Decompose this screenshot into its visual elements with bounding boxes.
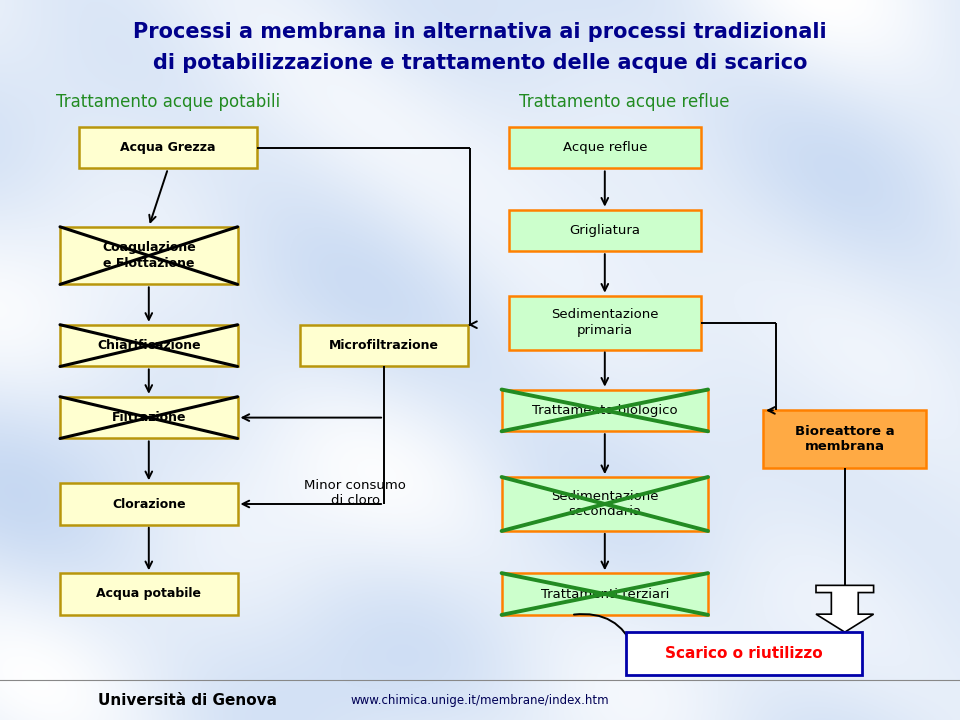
Text: Clorazione: Clorazione [112,498,185,510]
Text: Microfiltrazione: Microfiltrazione [329,339,439,352]
Text: di potabilizzazione e trattamento delle acque di scarico: di potabilizzazione e trattamento delle … [153,53,807,73]
Text: Acque reflue: Acque reflue [563,141,647,154]
FancyBboxPatch shape [501,390,708,431]
FancyBboxPatch shape [501,573,708,615]
Text: Scarico o riutilizzo: Scarico o riutilizzo [665,647,823,661]
Text: Università di Genova: Università di Genova [98,693,276,708]
FancyBboxPatch shape [627,632,862,675]
FancyBboxPatch shape [60,325,238,366]
Text: Sedimentazione
secondaria: Sedimentazione secondaria [551,490,659,518]
FancyBboxPatch shape [509,295,701,349]
FancyBboxPatch shape [509,210,701,251]
Text: Acqua potabile: Acqua potabile [96,588,202,600]
Text: Acqua Grezza: Acqua Grezza [120,141,216,154]
Text: Filtrazione: Filtrazione [111,411,186,424]
Text: Processi a membrana in alternativa ai processi tradizionali: Processi a membrana in alternativa ai pr… [133,22,827,42]
FancyBboxPatch shape [60,483,238,525]
FancyBboxPatch shape [300,325,468,366]
Text: Bioreattore a
membrana: Bioreattore a membrana [795,425,895,454]
FancyBboxPatch shape [509,127,701,168]
Text: Trattamento acque reflue: Trattamento acque reflue [518,93,730,111]
Polygon shape [816,585,874,632]
FancyBboxPatch shape [501,477,708,531]
FancyBboxPatch shape [79,127,256,168]
Text: Trattamenti terziari: Trattamenti terziari [540,588,669,600]
Text: Sedimentazione
primaria: Sedimentazione primaria [551,308,659,337]
FancyBboxPatch shape [763,410,926,468]
Text: Coagulazione
e Flottazione: Coagulazione e Flottazione [102,241,196,270]
Text: Trattamento acque potabili: Trattamento acque potabili [56,93,280,111]
FancyBboxPatch shape [60,397,238,438]
FancyBboxPatch shape [60,573,238,615]
FancyBboxPatch shape [60,227,238,284]
Text: Minor consumo
di cloro: Minor consumo di cloro [304,480,406,507]
Text: Trattamento biologico: Trattamento biologico [532,404,678,417]
Text: www.chimica.unige.it/membrane/index.htm: www.chimica.unige.it/membrane/index.htm [350,694,610,707]
Text: Grigliatura: Grigliatura [569,224,640,237]
Text: Chiarificazione: Chiarificazione [97,339,201,352]
